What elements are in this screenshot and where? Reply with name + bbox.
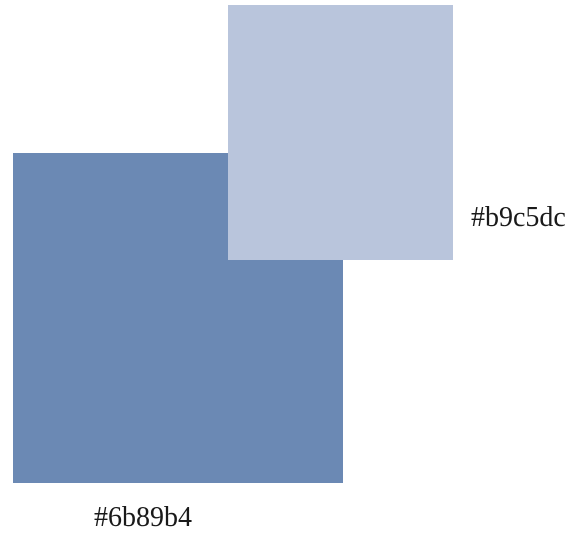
swatch-label-6b89b4: #6b89b4 bbox=[94, 502, 192, 533]
swatch-label-b9c5dc: #b9c5dc bbox=[471, 202, 566, 233]
swatch-b9c5dc bbox=[228, 5, 453, 260]
